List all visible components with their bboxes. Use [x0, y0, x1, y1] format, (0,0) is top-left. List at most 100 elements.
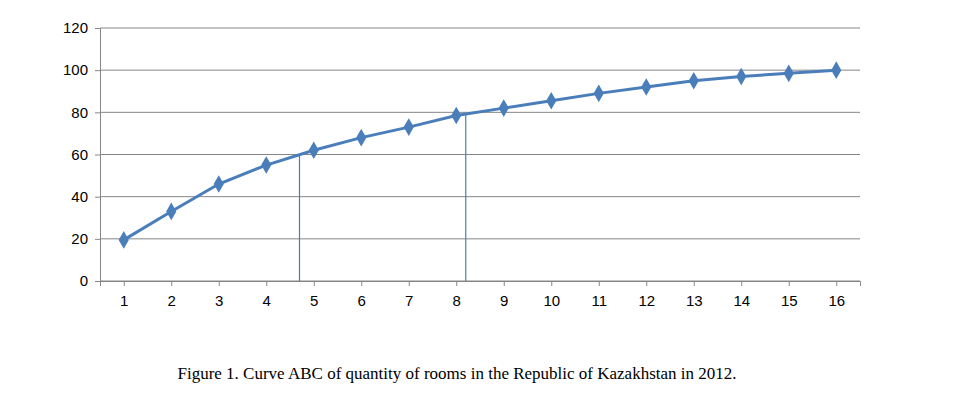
x-tick: 15: [781, 281, 798, 309]
y-tick: 100: [63, 61, 100, 78]
y-tick: 120: [63, 19, 100, 36]
y-tick-mark: [95, 70, 100, 71]
y-tick: 20: [71, 230, 100, 247]
marker: [546, 92, 556, 110]
x-tick: 2: [168, 281, 176, 309]
x-tick-label: 1: [120, 292, 128, 309]
reference-line: [465, 114, 466, 281]
grid-line: [100, 70, 860, 71]
x-tick: 1: [120, 281, 128, 309]
x-tick-label: 9: [500, 292, 508, 309]
x-tick: 10: [543, 281, 560, 309]
x-tick-mark: [266, 281, 267, 286]
x-tick-mark: [741, 281, 742, 286]
x-tick-label: 12: [638, 292, 655, 309]
x-tick: 13: [686, 281, 703, 309]
grid: [100, 28, 860, 281]
x-tick: 7: [405, 281, 413, 309]
x-tick-label: 4: [263, 292, 271, 309]
y-tick: 60: [71, 146, 100, 163]
marker: [166, 203, 176, 221]
x-tick: 9: [500, 281, 508, 309]
series-line: [124, 70, 837, 240]
x-tick-mark: [171, 281, 172, 286]
x-tick-label: 8: [453, 292, 461, 309]
marker: [214, 175, 224, 193]
x-tick: 12: [638, 281, 655, 309]
y-tick-label: 20: [71, 230, 88, 247]
marker: [119, 231, 129, 249]
x-tick-label: 10: [543, 292, 560, 309]
x-axis: 12345678910111213141516: [101, 281, 861, 309]
y-tick-label: 80: [71, 104, 88, 121]
x-tick-mark: [456, 281, 457, 286]
grid-line: [100, 196, 860, 197]
grid-line: [100, 154, 860, 155]
data-area: [119, 61, 842, 281]
marker: [784, 65, 794, 83]
x-tick-label: 2: [168, 292, 176, 309]
y-tick: 40: [71, 188, 100, 205]
x-tick-label: 14: [733, 292, 750, 309]
marker: [499, 99, 509, 117]
x-tick-mark: [504, 281, 505, 286]
y-tick: 80: [71, 104, 100, 121]
y-tick: 0: [80, 272, 100, 289]
chart: 02040608010012012345678910111213141516Fi…: [0, 0, 960, 393]
x-tick-mark: [836, 281, 837, 286]
y-tick-mark: [95, 197, 100, 198]
grid-line: [100, 238, 860, 239]
marker: [594, 85, 604, 103]
reference-line: [299, 155, 300, 282]
x-tick-label: 15: [781, 292, 798, 309]
x-tick-label: 5: [310, 292, 318, 309]
y-tick-mark: [95, 28, 100, 29]
x-tick: 16: [828, 281, 845, 309]
x-tick: 6: [358, 281, 366, 309]
y-tick-label: 120: [63, 19, 88, 36]
y-tick-label: 100: [63, 61, 88, 78]
x-tick-mark: [361, 281, 362, 286]
x-tick: 8: [453, 281, 461, 309]
x-tick-label: 7: [405, 292, 413, 309]
marker: [451, 107, 461, 125]
y-axis: 0 20 40 60 80 100 120: [63, 19, 101, 289]
x-tick-mark: [551, 281, 552, 286]
x-tick-mark: [409, 281, 410, 286]
marker: [641, 78, 651, 96]
marker: [831, 61, 841, 79]
marker: [356, 129, 366, 147]
x-tick: 4: [263, 281, 271, 309]
y-tick-mark: [95, 155, 100, 156]
plot: 02040608010012012345678910111213141516: [63, 19, 861, 308]
x-tick-mark: [124, 281, 125, 286]
x-tick-label: 13: [686, 292, 703, 309]
x-tick-mark: [694, 281, 695, 286]
grid-line: [100, 28, 860, 29]
y-tick-label: 60: [71, 146, 88, 163]
y-tick-mark: [95, 239, 100, 240]
x-tick: 5: [310, 281, 318, 309]
x-axis-line: [101, 282, 861, 287]
x-tick: 3: [215, 281, 223, 309]
x-tick-mark: [599, 281, 600, 286]
x-tick-mark: [646, 281, 647, 286]
x-tick: 11: [591, 281, 607, 309]
y-tick-mark: [95, 112, 100, 113]
x-tick-label: 11: [591, 292, 607, 309]
title: Figure 1. Curve ABC of quantity of rooms…: [177, 364, 736, 383]
x-tick-mark: [314, 281, 315, 286]
marker: [261, 156, 271, 174]
x-tick-label: 16: [828, 292, 845, 309]
marker: [309, 141, 319, 159]
x-tick-mark: [219, 281, 220, 286]
x-tick: 14: [733, 281, 750, 309]
y-tick-label: 0: [80, 272, 88, 289]
marker: [404, 118, 414, 136]
x-tick-mark: [789, 281, 790, 286]
x-tick-label: 6: [358, 292, 366, 309]
marker: [689, 72, 699, 90]
y-tick-label: 40: [71, 188, 88, 205]
x-tick-label: 3: [215, 292, 223, 309]
y-tick-mark: [95, 281, 100, 282]
